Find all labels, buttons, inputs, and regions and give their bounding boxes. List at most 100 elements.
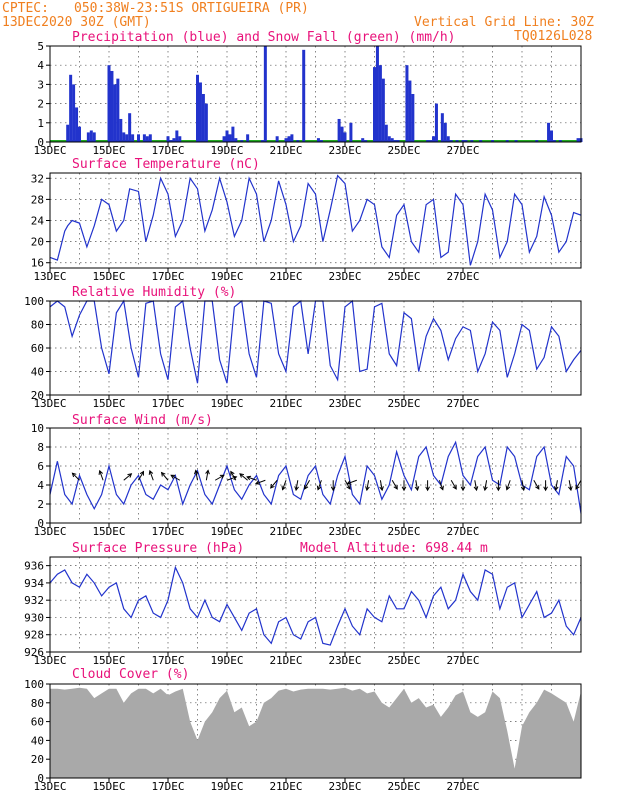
precip-bar: [434, 103, 438, 142]
precip-bar: [387, 136, 391, 142]
x-tick-label: 21DEC: [269, 397, 302, 410]
wind-arrow-head: [304, 484, 309, 490]
precip-bar: [119, 118, 123, 142]
wind-arrow: [149, 470, 154, 481]
precip-bar: [145, 136, 149, 142]
header-code: TQ0126L028: [514, 29, 592, 44]
panel-frame: [49, 172, 582, 269]
series-line: [49, 565, 582, 646]
x-tick-label: 17DEC: [151, 780, 184, 793]
wind-arrow-head: [160, 471, 166, 477]
precip-bar: [432, 136, 435, 142]
precip-bar: [178, 136, 182, 142]
precip-bar: [535, 140, 539, 142]
wind-arrow-head: [281, 485, 286, 491]
wind-arrow-head: [270, 483, 275, 489]
precip-bar: [172, 138, 176, 142]
y-tick-label: 40: [31, 734, 44, 747]
wind-arrow: [438, 480, 444, 490]
x-tick-label: 13DEC: [33, 144, 66, 157]
wind-arrow-head: [230, 470, 235, 476]
y-tick-label: 934: [24, 577, 44, 590]
wind-arrow-head: [194, 469, 199, 475]
precip-bar: [240, 140, 244, 142]
wind-arrow-head: [205, 469, 210, 475]
plot-layer: 0 1 2 3 4 5 13DEC 15DEC 17DEC 19DEC 21DEC 23DEC 25DE…: [24, 40, 583, 793]
precip-bar: [287, 136, 291, 142]
x-tick-label: 21DEC: [269, 525, 302, 538]
wind-arrow: [255, 479, 266, 485]
precip-bar: [396, 140, 400, 142]
wind-arrow-head: [170, 474, 176, 479]
x-tick-label: 23DEC: [328, 780, 361, 793]
x-tick-label: 25DEC: [387, 397, 420, 410]
precip-bar: [408, 80, 412, 142]
precip-bar: [204, 103, 208, 142]
wind-arrow-head: [401, 486, 407, 492]
panel-title-precip: Precipitation (blue) and Snow Fall (gree…: [72, 30, 456, 45]
wind-arrow: [379, 480, 383, 491]
x-tick-label: 27DEC: [446, 397, 479, 410]
wind-arrow: [205, 470, 209, 481]
wind-arrow: [295, 480, 299, 491]
precip-bar: [316, 138, 320, 142]
y-tick-label: 2: [37, 98, 44, 111]
precip-bar: [128, 113, 132, 142]
precip-bar: [558, 140, 562, 142]
wind-arrow: [366, 480, 370, 491]
wind-arrow-head: [473, 486, 479, 492]
precip-bar: [113, 84, 117, 142]
x-tick-label: 13DEC: [33, 525, 66, 538]
precip-bar: [198, 82, 202, 142]
wind-arrow-head: [535, 484, 540, 490]
x-tick-label: 13DEC: [33, 397, 66, 410]
precip-bar: [137, 134, 140, 142]
wind-arrow: [246, 476, 257, 481]
y-tick-label: 1: [37, 117, 44, 130]
wind-arrow: [391, 479, 398, 490]
wind-arrow-head: [71, 472, 77, 478]
precip-bar: [381, 78, 385, 142]
wind-arrow-head: [330, 486, 336, 492]
wind-arrow-head: [379, 486, 384, 492]
x-tick-label: 15DEC: [92, 144, 125, 157]
precip-bar: [302, 49, 306, 143]
precip-bar: [196, 74, 199, 142]
precip-bar: [78, 126, 81, 142]
precip-bar: [148, 134, 152, 142]
wind-arrow: [226, 476, 237, 481]
y-tick-label: 930: [24, 611, 44, 624]
precip-bar: [440, 113, 444, 142]
y-tick-label: 2: [37, 498, 44, 511]
precip-bar: [479, 140, 483, 142]
precip-bar: [263, 46, 267, 142]
precip-bar: [550, 130, 553, 142]
x-tick-label: 25DEC: [387, 270, 420, 283]
precip-bar: [175, 130, 179, 142]
precip-bar: [290, 134, 294, 142]
precip-bar: [131, 134, 135, 142]
y-tick-label: 8: [37, 441, 44, 454]
wind-arrow-head: [460, 486, 466, 492]
wind-arrow: [214, 474, 225, 481]
wind-arrow: [347, 479, 357, 485]
wind-arrow: [521, 480, 525, 491]
precip-bar: [66, 124, 70, 142]
y-tick-label: 936: [24, 560, 44, 573]
wind-arrow: [239, 473, 248, 481]
x-tick-label: 15DEC: [92, 270, 125, 283]
precip-bar: [319, 140, 323, 142]
wind-arrow: [161, 472, 169, 481]
precip-bar: [349, 122, 353, 142]
wind-arrow-head: [148, 469, 154, 475]
precip-bar: [222, 136, 226, 142]
precip-bar: [378, 65, 382, 142]
header-grid-note: Vertical Grid Line: 30Z: [414, 15, 594, 30]
precip-bar: [92, 132, 96, 142]
x-tick-label: 17DEC: [151, 654, 184, 667]
precip-bar: [86, 132, 90, 142]
wind-arrow: [344, 479, 351, 490]
header-run: 13DEC2020 30Z (GMT): [2, 15, 151, 30]
y-tick-label: 5: [37, 40, 44, 53]
wind-arrow: [555, 480, 558, 491]
